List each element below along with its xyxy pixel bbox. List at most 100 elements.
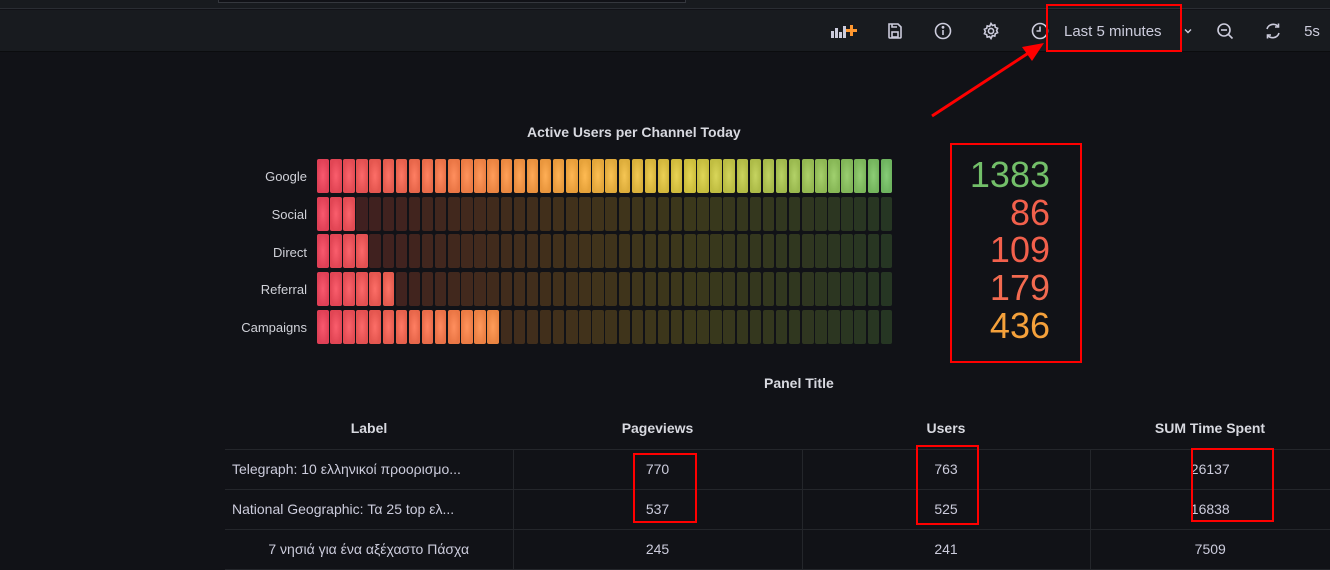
gauge-cell xyxy=(356,159,368,193)
gauge-cell xyxy=(382,159,395,193)
gauge-cell xyxy=(461,272,473,307)
gauge-bar-direct xyxy=(317,233,894,271)
gauge-cell xyxy=(657,234,670,269)
table-header-row: Label Pageviews Users SUM Time Spent xyxy=(225,407,1330,450)
gauge-cell xyxy=(762,309,775,344)
gauge-cell xyxy=(854,272,866,307)
gauge-cell xyxy=(684,309,696,344)
gauge-cell xyxy=(343,234,355,269)
gauge-cell xyxy=(317,159,329,193)
time-picker-button[interactable]: Last 5 minutes xyxy=(1026,10,1182,52)
cell-label: 7 νησιά για ένα αξέχαστο Πάσχα xyxy=(225,529,514,570)
gauge-cell xyxy=(788,234,801,269)
gauge-values: 1383 86 109 179 436 xyxy=(952,156,1050,344)
gauge-cell xyxy=(697,234,709,269)
gauge-label-campaigns: Campaigns xyxy=(241,320,307,336)
gauge-cell xyxy=(697,196,709,231)
bar-gauge-grid xyxy=(317,158,894,346)
top-strip xyxy=(0,0,1330,9)
gauge-label-referral: Referral xyxy=(260,282,307,298)
gauge-cell xyxy=(317,234,329,269)
gauge-cell xyxy=(382,234,395,269)
gauge-cell xyxy=(500,196,513,231)
gauge-cell xyxy=(749,234,762,269)
gauge-cell xyxy=(448,272,460,307)
gauge-cell xyxy=(369,196,381,231)
gauge-cell xyxy=(343,272,355,307)
gauge-cell xyxy=(395,159,408,193)
gauge-cell xyxy=(854,309,866,344)
gauge-cell xyxy=(618,272,631,307)
gauge-cell xyxy=(552,234,565,269)
gauge-cell xyxy=(592,234,604,269)
dashboard-settings-button[interactable] xyxy=(976,10,1006,52)
gauge-cell xyxy=(448,234,460,269)
column-header-pageviews[interactable]: Pageviews xyxy=(513,407,802,450)
save-dashboard-button[interactable] xyxy=(880,10,910,52)
gauge-cell xyxy=(539,234,552,269)
gauge-label-direct: Direct xyxy=(273,244,307,260)
gauge-cell xyxy=(579,196,591,231)
gauge-cell xyxy=(684,234,696,269)
column-header-label[interactable]: Label xyxy=(225,407,513,450)
gauge-cell xyxy=(644,272,657,307)
gauge-cell xyxy=(539,196,552,231)
zoom-out-button[interactable] xyxy=(1210,10,1240,52)
gauge-cell xyxy=(762,159,775,193)
gauge-cell xyxy=(592,196,604,231)
gauge-cell xyxy=(644,159,657,193)
gauge-cell xyxy=(644,234,657,269)
gauge-cell xyxy=(500,234,513,269)
gauge-cell xyxy=(749,159,762,193)
gauge-cell xyxy=(513,272,526,307)
refresh-interval-label: 5s xyxy=(1304,22,1320,40)
gauge-cell xyxy=(474,309,486,344)
gauge-cell xyxy=(815,309,827,344)
refresh-interval-picker[interactable]: 5s xyxy=(1298,10,1326,52)
dashboard-info-button[interactable] xyxy=(928,10,958,52)
gauge-cell xyxy=(461,196,473,231)
column-header-time-spent[interactable]: SUM Time Spent xyxy=(1090,407,1330,450)
cell-pageviews: 537 xyxy=(513,489,803,530)
gauge-cell xyxy=(710,309,722,344)
refresh-button[interactable] xyxy=(1258,10,1288,52)
gauge-cell xyxy=(749,272,762,307)
gauge-cell xyxy=(684,196,696,231)
table-row: Telegraph: 10 ελληνικοί προορισμο... 770… xyxy=(225,449,1330,490)
gauge-cell xyxy=(802,159,814,193)
gauge-cell xyxy=(356,309,368,344)
gauge-cell xyxy=(867,309,880,344)
gauge-cell xyxy=(841,159,853,193)
info-icon xyxy=(934,22,952,40)
gauge-cell xyxy=(317,196,329,231)
gauge-cell xyxy=(723,309,735,344)
gauge-cell xyxy=(408,272,421,307)
gauge-cell xyxy=(723,272,735,307)
gauge-cell xyxy=(382,309,395,344)
gauge-cell xyxy=(382,272,395,307)
gauge-cell xyxy=(644,196,657,231)
gauge-cell xyxy=(356,196,368,231)
gauge-cell xyxy=(513,234,526,269)
gauge-cell xyxy=(605,159,617,193)
gauge-cell xyxy=(369,309,381,344)
gauge-cell xyxy=(657,272,670,307)
gauge-cell xyxy=(330,272,342,307)
gauge-cell xyxy=(788,196,801,231)
gauge-cell xyxy=(802,196,814,231)
gauge-cell xyxy=(854,196,866,231)
time-range-dropdown[interactable] xyxy=(1180,10,1196,52)
gauge-cell xyxy=(736,234,748,269)
cell-pageviews: 770 xyxy=(513,449,803,490)
add-panel-button[interactable] xyxy=(826,10,862,52)
gauge-cell xyxy=(736,196,748,231)
gauge-cell xyxy=(448,159,460,193)
gauge-cell xyxy=(552,159,565,193)
time-range-label: Last 5 minutes xyxy=(1064,22,1162,40)
gauge-cell xyxy=(487,234,499,269)
gauge-cell xyxy=(566,234,578,269)
column-header-users[interactable]: Users xyxy=(802,407,1090,450)
gauge-value-referral: 179 xyxy=(989,267,1050,309)
gauge-cell xyxy=(369,234,381,269)
search-bar-edge[interactable] xyxy=(218,0,686,3)
